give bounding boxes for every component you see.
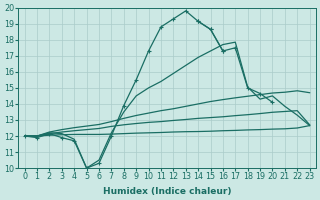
- X-axis label: Humidex (Indice chaleur): Humidex (Indice chaleur): [103, 187, 231, 196]
